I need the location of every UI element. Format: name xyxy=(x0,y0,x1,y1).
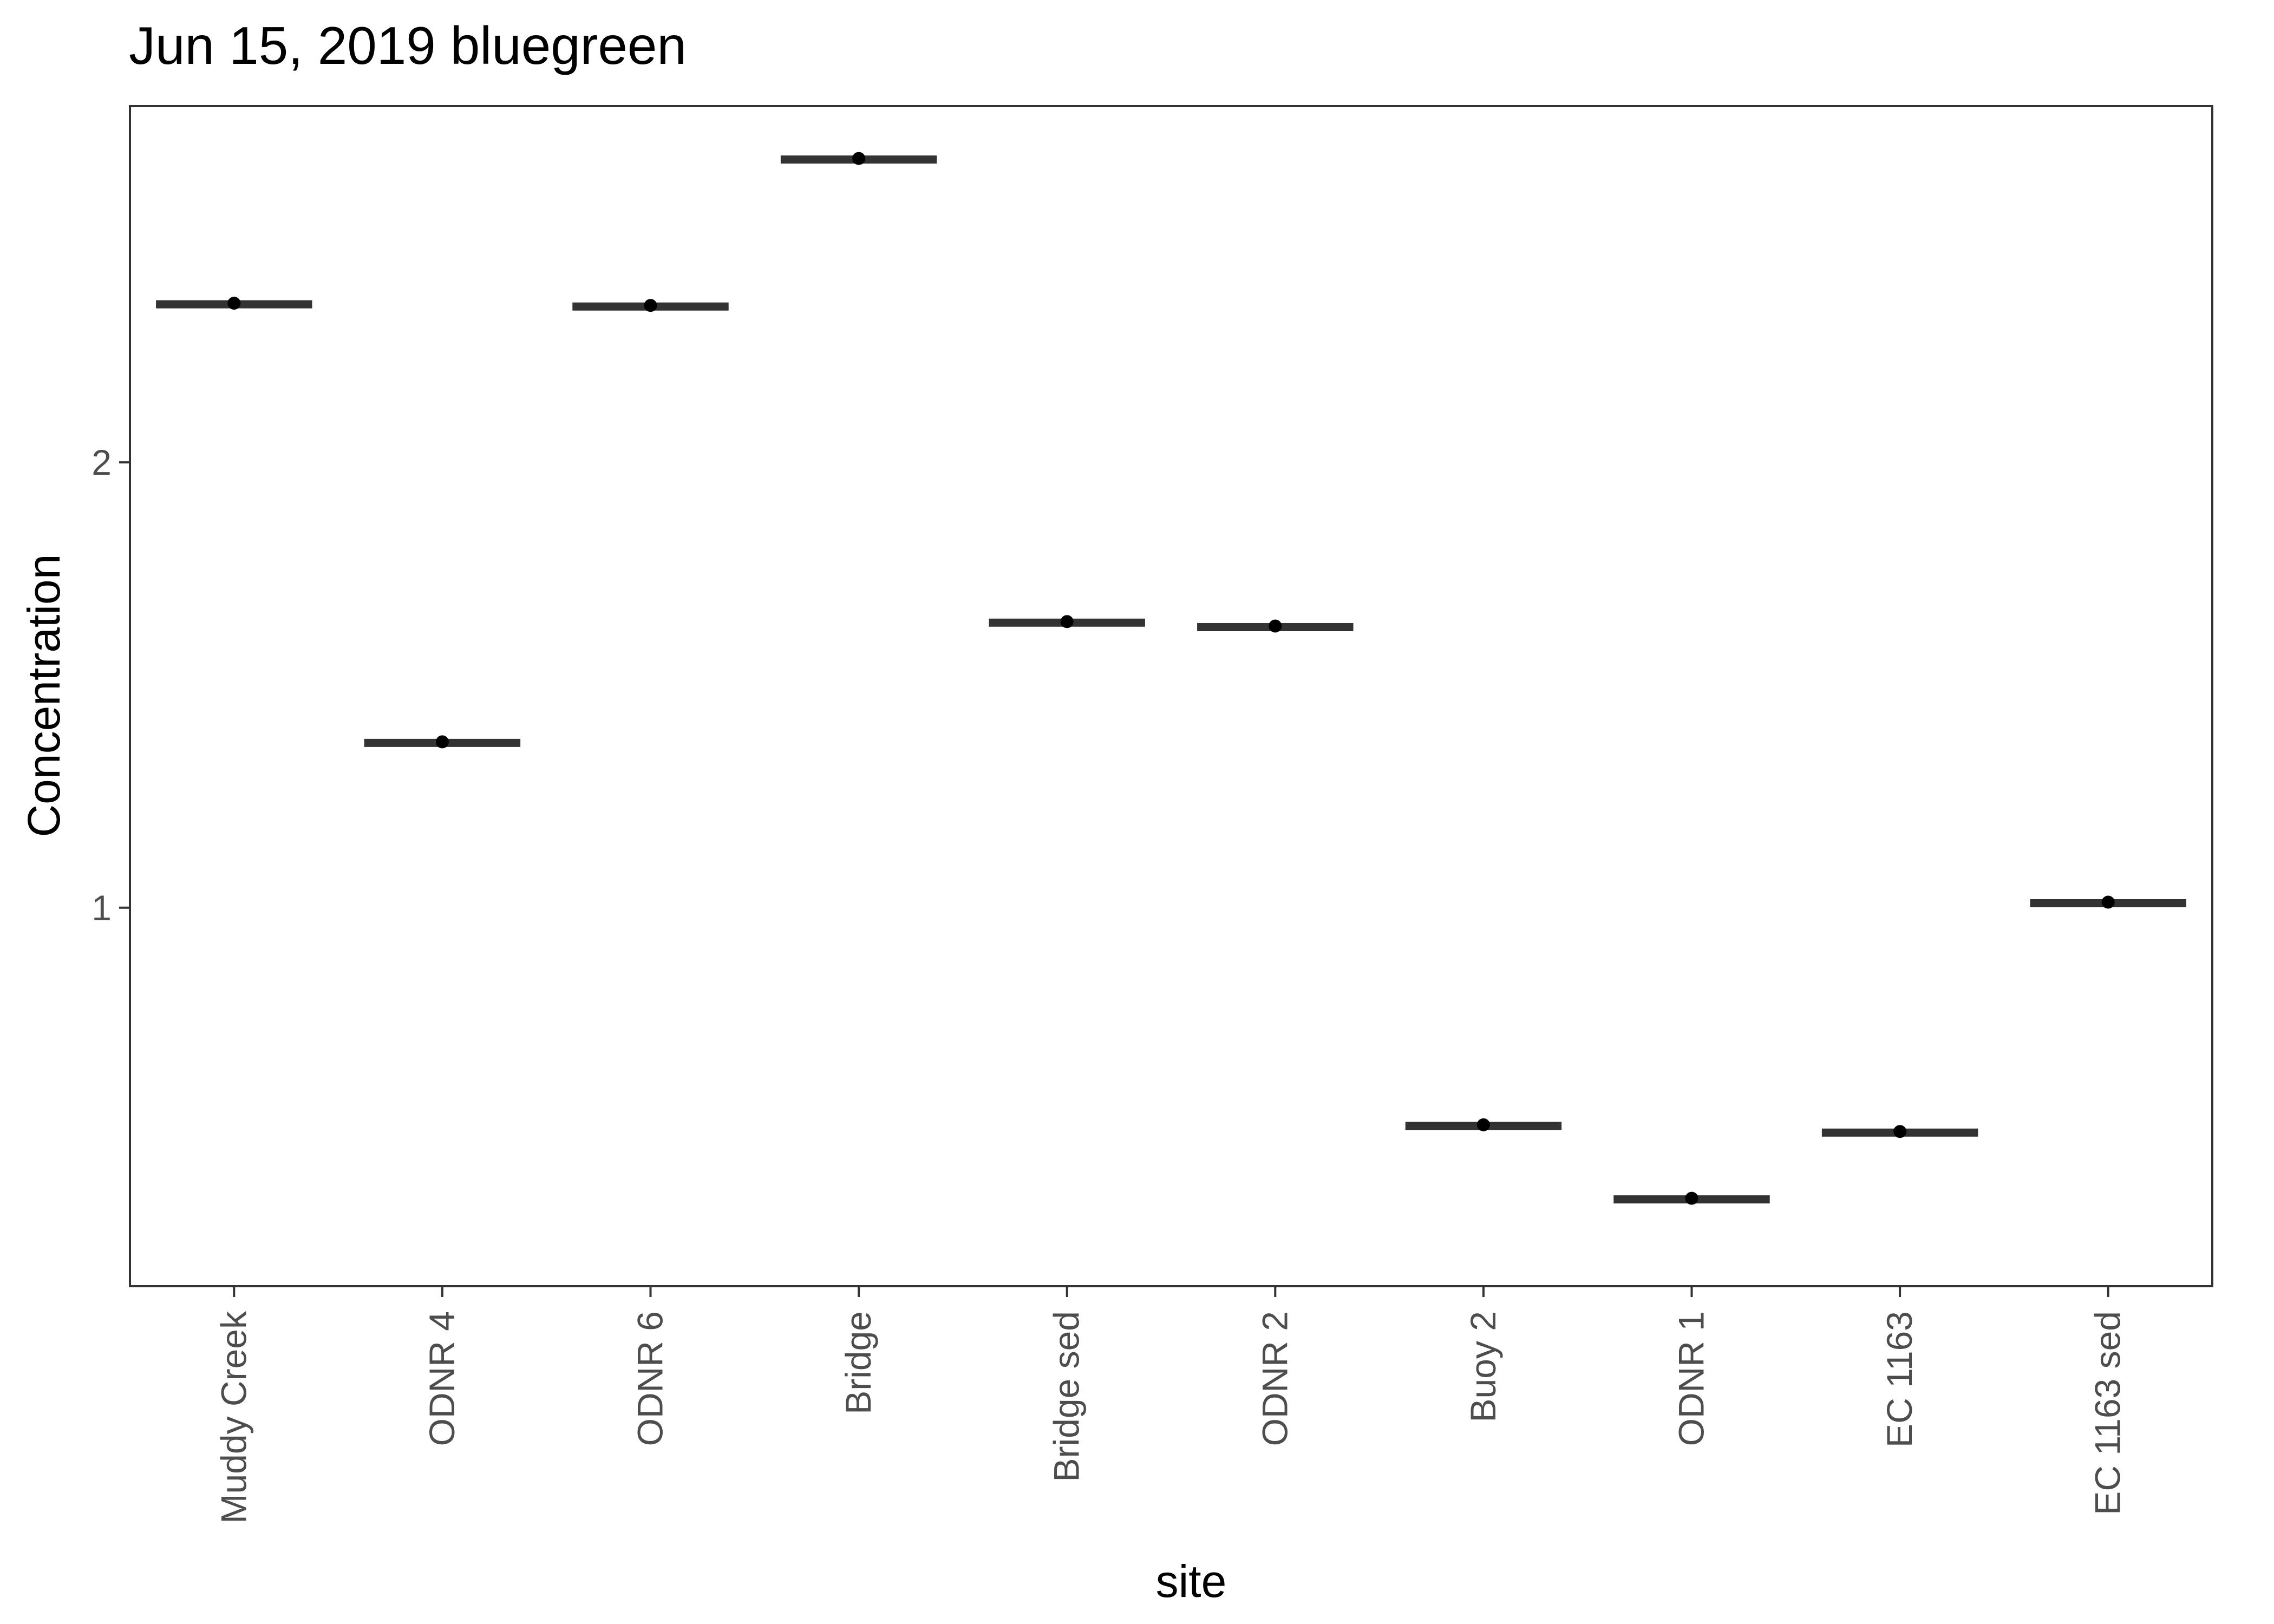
x-tick-label: Bridge sed xyxy=(1047,1311,1087,1482)
y-axis: 12 xyxy=(92,442,130,928)
plot-panel xyxy=(129,105,2213,1287)
x-tick-label: ODNR 6 xyxy=(630,1311,670,1446)
x-tick-label: EC 1163 xyxy=(1879,1311,1919,1448)
data-point xyxy=(644,299,657,312)
x-tick-label: ODNR 4 xyxy=(422,1311,462,1446)
chart-title: Jun 15, 2019 bluegreen xyxy=(129,16,687,75)
x-tick-label: ODNR 2 xyxy=(1254,1311,1295,1446)
x-tick-label: EC 1163 sed xyxy=(2088,1311,2128,1515)
y-tick-label: 1 xyxy=(92,888,112,928)
data-point xyxy=(435,735,449,749)
y-tick-label: 2 xyxy=(92,442,112,482)
data-point xyxy=(852,152,866,165)
data-point xyxy=(1893,1125,1907,1138)
y-axis-title: Concentration xyxy=(18,554,69,837)
data-point xyxy=(1060,615,1074,628)
data-point xyxy=(1685,1191,1698,1205)
x-axis: Muddy Creek ODNR 4 ODNR 6 Bridge Bridge sed O… xyxy=(213,1286,2128,1524)
data-point xyxy=(2101,895,2115,909)
x-axis-title: site xyxy=(1156,1556,1227,1607)
x-tick-label: ODNR 1 xyxy=(1671,1311,1711,1446)
data-point xyxy=(1476,1118,1490,1131)
x-tick-label: Muddy Creek xyxy=(213,1311,253,1523)
plot-marks xyxy=(156,152,2186,1205)
data-point xyxy=(227,297,241,310)
x-tick-label: Buoy 2 xyxy=(1463,1311,1503,1422)
x-tick-label: Bridge xyxy=(838,1311,878,1415)
data-point xyxy=(1269,619,1282,633)
